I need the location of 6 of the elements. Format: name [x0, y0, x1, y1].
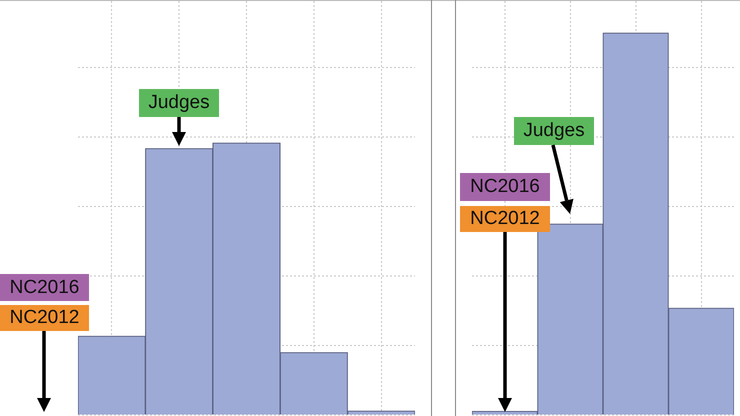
text: Judges [139, 89, 219, 117]
annotation: NC2016 [0, 274, 89, 301]
annotation: NC2016 [460, 173, 550, 201]
annotation: Judges [514, 117, 594, 145]
annotation: NC2012 [0, 305, 89, 331]
annotation: NC2012 [460, 206, 550, 232]
